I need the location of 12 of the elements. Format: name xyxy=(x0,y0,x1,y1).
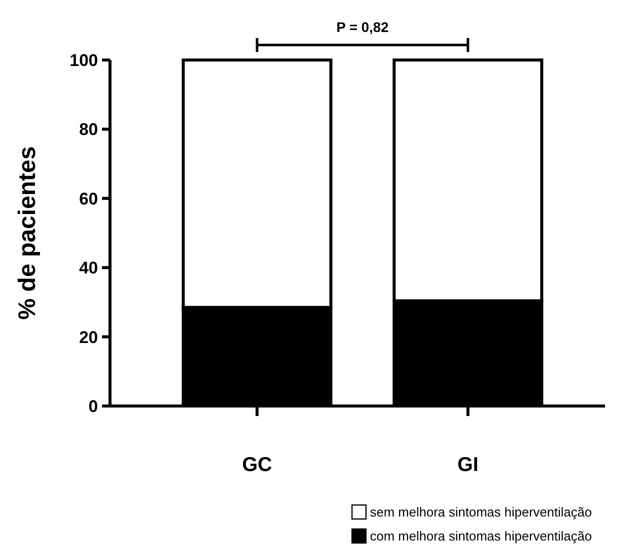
y-tick-label: 80 xyxy=(79,120,98,140)
x-tick-label: GI xyxy=(457,454,478,476)
y-tick-label: 40 xyxy=(79,258,98,278)
text: P = 0,82 xyxy=(336,19,389,35)
y-tick-label: 20 xyxy=(79,328,98,347)
legend-label: com melhora sintomas hiperventilação xyxy=(370,528,592,544)
x-tick-label: GC xyxy=(242,454,272,476)
y-tick-label: 0 xyxy=(88,396,98,416)
y-tick-label: 100 xyxy=(70,50,98,70)
y-tick-label: 60 xyxy=(79,189,98,208)
legend-label: sem melhora sintomas hiperventilação xyxy=(370,504,592,520)
y-axis-title: % de pacientes xyxy=(14,146,41,320)
